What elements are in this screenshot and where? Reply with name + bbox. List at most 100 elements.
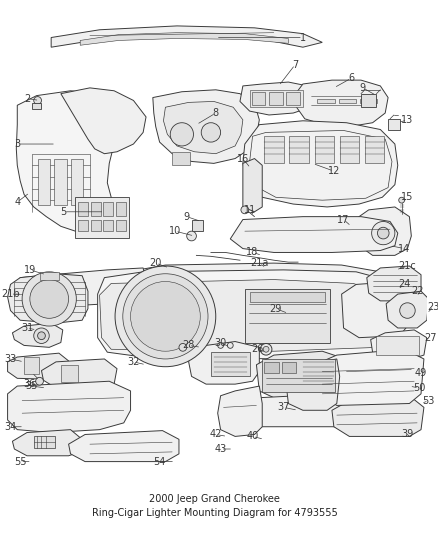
Text: 16: 16: [237, 154, 249, 164]
Bar: [91, 202, 101, 216]
Polygon shape: [295, 80, 388, 127]
Text: 23: 23: [427, 302, 438, 312]
Polygon shape: [42, 359, 117, 388]
Bar: [360, 99, 378, 103]
Polygon shape: [256, 351, 340, 398]
Text: 5: 5: [60, 207, 67, 217]
Polygon shape: [7, 381, 131, 433]
Circle shape: [170, 123, 194, 146]
Bar: [78, 220, 88, 231]
Text: 1: 1: [300, 33, 306, 43]
Polygon shape: [342, 355, 419, 391]
Circle shape: [241, 206, 249, 214]
Text: 3: 3: [14, 139, 20, 149]
Text: 30: 30: [215, 337, 227, 348]
Text: 12: 12: [328, 166, 340, 176]
Polygon shape: [342, 281, 410, 338]
Text: 13: 13: [401, 115, 413, 125]
Bar: [103, 202, 113, 216]
Polygon shape: [356, 207, 411, 255]
Polygon shape: [131, 263, 392, 299]
Bar: [91, 220, 101, 231]
Text: 15: 15: [401, 192, 413, 203]
Bar: [365, 136, 384, 164]
Text: 33: 33: [4, 354, 17, 364]
Text: 9: 9: [360, 83, 366, 93]
Circle shape: [38, 332, 46, 340]
Circle shape: [260, 343, 272, 355]
Circle shape: [22, 272, 76, 326]
Polygon shape: [12, 430, 82, 456]
Text: 7: 7: [292, 60, 298, 70]
Bar: [264, 362, 279, 374]
Bar: [34, 437, 55, 448]
Text: 17: 17: [337, 215, 350, 224]
Polygon shape: [243, 158, 262, 212]
Circle shape: [131, 281, 200, 351]
Polygon shape: [12, 323, 63, 348]
Bar: [361, 94, 377, 107]
Text: 28: 28: [183, 341, 195, 350]
Bar: [290, 136, 309, 164]
Text: 31: 31: [21, 323, 33, 333]
Text: 6: 6: [348, 73, 354, 83]
Bar: [318, 99, 335, 103]
Bar: [24, 357, 39, 375]
Polygon shape: [286, 359, 340, 410]
Polygon shape: [61, 88, 146, 154]
Text: 50: 50: [413, 383, 425, 393]
Bar: [282, 362, 296, 374]
Circle shape: [218, 343, 223, 348]
Circle shape: [30, 280, 69, 318]
Bar: [245, 289, 330, 343]
Bar: [78, 202, 88, 216]
Text: 8: 8: [213, 108, 219, 118]
Polygon shape: [332, 396, 424, 437]
Circle shape: [400, 303, 415, 318]
Text: 32: 32: [127, 357, 140, 367]
Bar: [103, 220, 113, 231]
Text: 40: 40: [247, 431, 259, 441]
Bar: [388, 119, 400, 131]
Text: 2000 Jeep Grand Cherokee: 2000 Jeep Grand Cherokee: [149, 494, 280, 504]
Polygon shape: [7, 274, 88, 323]
Polygon shape: [98, 270, 395, 359]
Bar: [38, 158, 50, 205]
Bar: [340, 136, 359, 164]
Circle shape: [263, 346, 269, 352]
Circle shape: [187, 231, 196, 241]
Text: 2: 2: [24, 93, 30, 103]
Text: 14: 14: [399, 244, 411, 254]
Text: 55: 55: [14, 457, 26, 466]
Bar: [264, 136, 283, 164]
Text: 18: 18: [247, 247, 259, 257]
Bar: [339, 99, 356, 103]
Text: 11: 11: [244, 205, 256, 215]
Polygon shape: [99, 280, 388, 351]
Text: 53: 53: [423, 395, 435, 406]
Text: 21c: 21c: [399, 261, 417, 271]
Circle shape: [179, 343, 187, 351]
Text: 42: 42: [209, 430, 222, 440]
Polygon shape: [189, 342, 259, 384]
Text: 35: 35: [25, 381, 38, 391]
Bar: [61, 365, 78, 382]
Text: 29: 29: [270, 304, 282, 313]
Polygon shape: [243, 121, 398, 207]
Polygon shape: [371, 330, 427, 359]
Bar: [71, 158, 83, 205]
Polygon shape: [386, 291, 429, 328]
Text: 20: 20: [149, 258, 162, 268]
Polygon shape: [17, 268, 146, 306]
Bar: [54, 158, 67, 205]
Polygon shape: [163, 101, 243, 154]
Bar: [314, 136, 334, 164]
Polygon shape: [230, 216, 398, 253]
Circle shape: [35, 377, 43, 385]
Text: 9: 9: [184, 212, 190, 222]
Text: 36: 36: [24, 379, 36, 389]
Circle shape: [201, 123, 221, 142]
Circle shape: [371, 222, 395, 245]
Text: 27: 27: [424, 333, 437, 343]
Circle shape: [34, 328, 49, 343]
